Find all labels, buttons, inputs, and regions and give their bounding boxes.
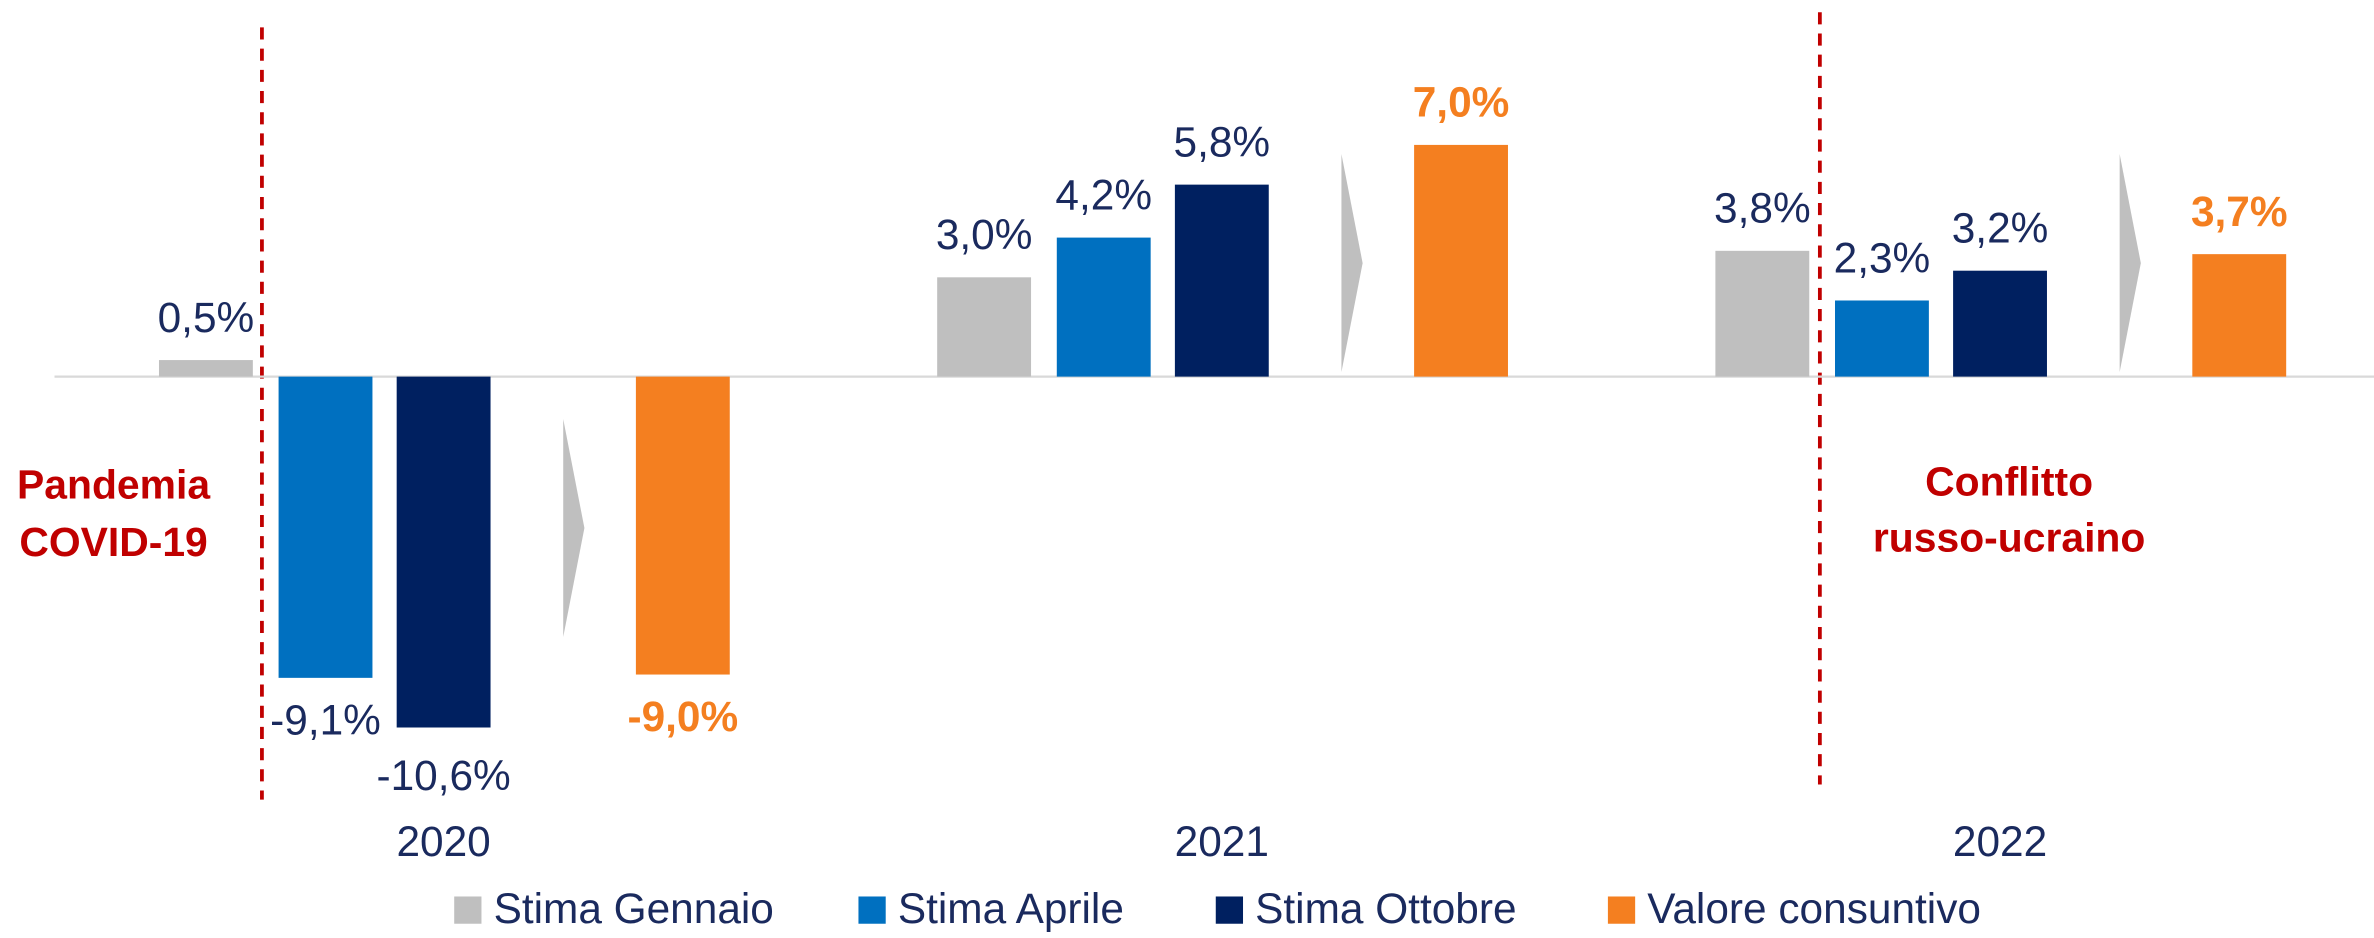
bar	[635, 376, 730, 675]
arrow	[563, 419, 585, 638]
bar	[278, 376, 373, 678]
bar	[1414, 144, 1508, 377]
value-label: 3,2%	[1952, 205, 2049, 252]
legend-label: Stima Aprile	[898, 885, 1124, 932]
x-tick-label: 2022	[1953, 818, 2047, 865]
arrow	[1341, 154, 1363, 373]
value-label: 0,5%	[158, 294, 255, 341]
x-tick-label: 2021	[1175, 818, 1269, 865]
arrow	[2119, 154, 2141, 373]
annotation: Conflitto russo-ucraino	[1873, 458, 2145, 560]
value-label: 3,8%	[1714, 185, 1811, 232]
legend-label: Stima Gennaio	[494, 885, 774, 932]
value-label: 3,7%	[2191, 188, 2288, 235]
bar	[1056, 237, 1151, 377]
value-label: 7,0%	[1413, 79, 1510, 126]
bar	[2192, 254, 2287, 377]
value-label: -10,6%	[376, 752, 510, 799]
bar	[1953, 270, 2047, 377]
bar	[1715, 250, 1810, 377]
legend-label: Stima Ottobre	[1255, 885, 1516, 932]
bar	[937, 277, 1032, 377]
annotation: Pandemia COVID-19	[17, 461, 210, 565]
legend-swatch	[1215, 896, 1244, 924]
bar	[1835, 300, 1929, 377]
value-label: 4,2%	[1055, 171, 1152, 218]
value-label: -9,1%	[270, 696, 381, 743]
legend-label: Valore consuntivo	[1647, 885, 1981, 932]
value-label: 5,8%	[1174, 118, 1271, 165]
legend-swatch	[1607, 896, 1636, 924]
value-label: -9,0%	[627, 693, 738, 740]
legend-swatch	[858, 896, 886, 924]
value-label: 3,0%	[936, 211, 1033, 258]
value-label: 2,3%	[1834, 234, 1931, 281]
legend-swatch	[454, 896, 482, 924]
x-tick-label: 2020	[396, 818, 490, 865]
bar	[158, 360, 253, 377]
bar	[1174, 184, 1269, 377]
bar	[396, 376, 491, 728]
